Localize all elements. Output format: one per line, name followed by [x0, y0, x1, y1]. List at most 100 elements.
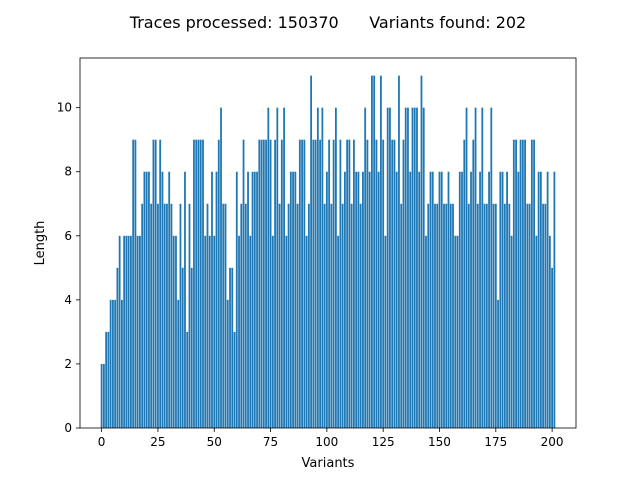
- bar-143: [422, 107, 425, 429]
- bar-50: [213, 235, 216, 428]
- bar-66: [249, 235, 252, 428]
- bar-187: [521, 139, 524, 428]
- bar-53: [220, 107, 222, 429]
- bar-12: [127, 235, 130, 428]
- bar-185: [517, 171, 520, 428]
- bar-120: [371, 75, 373, 429]
- bar-130: [393, 139, 396, 428]
- bar-146: [429, 171, 432, 428]
- bar-104: [334, 107, 337, 429]
- bar-175: [494, 203, 497, 428]
- bar-99: [323, 203, 326, 428]
- bar-60: [235, 171, 238, 428]
- bar-105: [337, 235, 340, 428]
- bar-160: [461, 171, 463, 428]
- bar-39: [188, 203, 191, 428]
- bar-162: [465, 107, 468, 429]
- bar-70: [258, 139, 261, 428]
- bar-16: [136, 235, 139, 428]
- y-axis-label: Length: [33, 221, 48, 266]
- y-ticks: 0 2 4 6 8 10: [57, 101, 80, 435]
- bar-30: [168, 171, 171, 428]
- bar-75: [269, 139, 272, 428]
- bar-127: [386, 107, 389, 429]
- bar-98: [321, 107, 324, 429]
- bar-159: [458, 171, 461, 428]
- bar-51: [215, 171, 218, 428]
- bar-107: [341, 203, 344, 428]
- bar-76: [271, 235, 274, 428]
- bar-170: [483, 203, 486, 428]
- bar-169: [481, 107, 484, 429]
- bar-114: [357, 171, 360, 428]
- bar-17: [139, 235, 141, 428]
- bar-97: [319, 139, 322, 428]
- bar-135: [404, 107, 407, 429]
- x-tick-label: 175: [484, 435, 507, 449]
- x-tick-label: 100: [315, 435, 338, 449]
- bar-7: [116, 267, 119, 428]
- bar-106: [339, 139, 342, 428]
- bar-18: [141, 203, 144, 428]
- bar-157: [454, 235, 457, 428]
- bar-151: [440, 171, 443, 428]
- bar-118: [366, 139, 369, 428]
- bar-171: [485, 203, 488, 428]
- bar-41: [193, 139, 195, 428]
- bar-200: [551, 267, 554, 428]
- bar-100: [325, 171, 328, 428]
- bar-188: [524, 139, 526, 428]
- bar-83: [287, 203, 290, 428]
- bar-102: [330, 203, 333, 428]
- bar-158: [456, 235, 459, 428]
- bar-44: [199, 139, 202, 428]
- bar-181: [508, 203, 511, 428]
- bar-82: [285, 235, 288, 428]
- bar-13: [130, 235, 132, 428]
- bar-178: [501, 171, 504, 428]
- bar-14: [132, 139, 135, 428]
- bar-68: [253, 171, 256, 428]
- bar-122: [375, 139, 378, 428]
- bar-109: [346, 139, 349, 428]
- bar-199: [548, 235, 551, 428]
- bar-89: [301, 139, 303, 428]
- bar-54: [222, 203, 225, 428]
- bar-165: [472, 139, 475, 428]
- y-tick-label: 4: [64, 293, 72, 307]
- bar-139: [413, 107, 416, 429]
- bar-176: [497, 299, 499, 428]
- bar-172: [488, 171, 490, 428]
- bar-177: [499, 171, 502, 428]
- bar-21: [148, 171, 150, 428]
- bar-183: [512, 139, 515, 428]
- bar-5: [111, 299, 114, 428]
- y-tick-label: 2: [64, 357, 72, 371]
- bars-group: [100, 75, 556, 429]
- bar-85: [292, 171, 294, 428]
- bar-42: [195, 139, 198, 428]
- bar-198: [546, 171, 549, 428]
- bar-52: [217, 139, 220, 428]
- bar-74: [267, 107, 270, 429]
- bar-101: [328, 139, 331, 428]
- bar-45: [202, 139, 204, 428]
- bar-43: [197, 139, 200, 428]
- bar-22: [150, 203, 153, 428]
- x-tick-label: 25: [150, 435, 165, 449]
- bar-15: [134, 139, 137, 428]
- x-tick-label: 75: [263, 435, 278, 449]
- bar-25: [157, 203, 159, 428]
- bar-189: [526, 203, 529, 428]
- bar-38: [186, 331, 189, 428]
- bar-192: [533, 139, 535, 428]
- bar-150: [438, 171, 441, 428]
- bar-129: [391, 139, 394, 428]
- bar-92: [307, 203, 310, 428]
- bar-79: [278, 203, 281, 428]
- bar-168: [479, 171, 481, 428]
- bar-194: [537, 171, 540, 428]
- bar-126: [384, 235, 387, 428]
- bar-71: [260, 139, 263, 428]
- x-tick-label: 50: [207, 435, 222, 449]
